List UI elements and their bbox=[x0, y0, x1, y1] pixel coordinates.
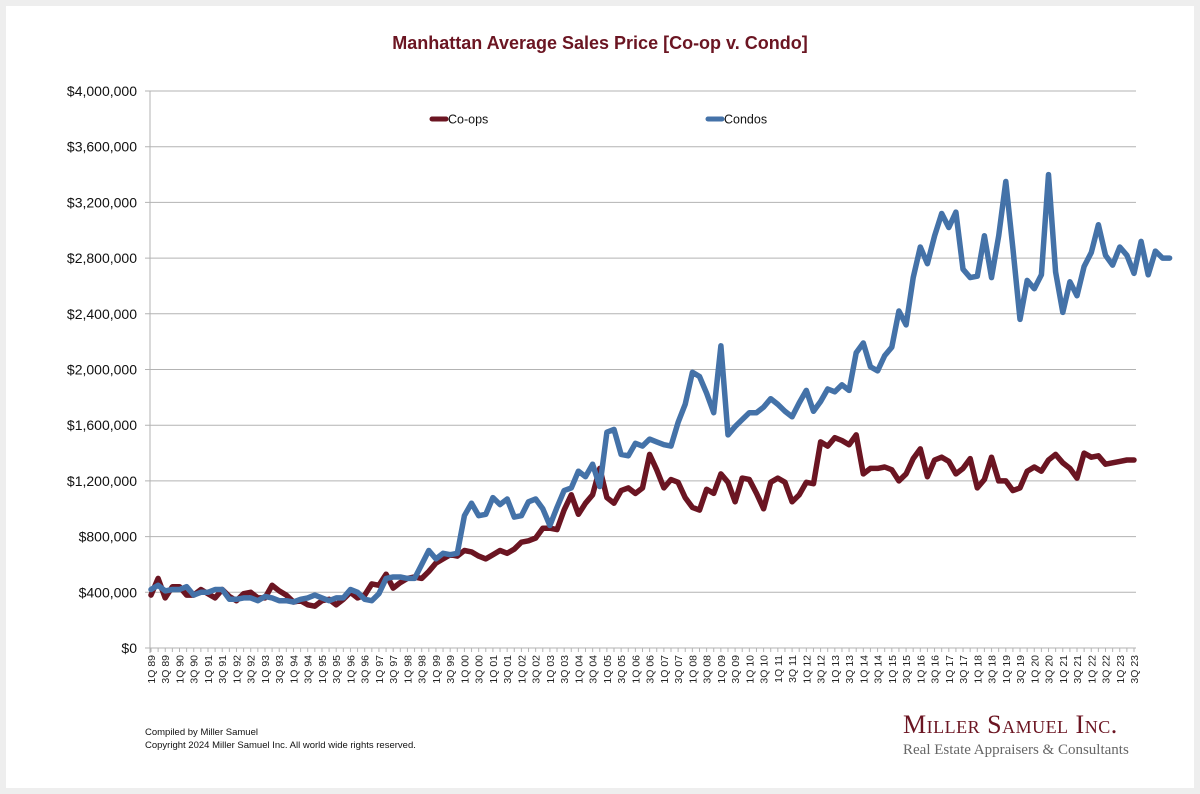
y-tick-label: $2,400,000 bbox=[67, 306, 137, 322]
y-tick-label: $1,200,000 bbox=[67, 473, 137, 489]
x-tick-label: 1Q 08 bbox=[687, 655, 699, 684]
footer: Compiled by Miller Samuel Copyright 2024… bbox=[145, 726, 416, 752]
x-tick-label: 1Q 97 bbox=[374, 655, 386, 684]
chart-panel bbox=[6, 6, 1194, 788]
x-tick-label: 1Q 15 bbox=[887, 655, 899, 684]
legend: Co-ops Condos bbox=[429, 113, 767, 127]
x-tick-label: 3Q 12 bbox=[816, 655, 828, 684]
x-tick-label: 1Q 91 bbox=[203, 655, 215, 684]
x-tick-label: 3Q 17 bbox=[958, 655, 970, 684]
x-tick-label: 1Q 89 bbox=[146, 655, 158, 684]
company-logo: Miller Samuel Inc. Real Estate Appraiser… bbox=[903, 710, 1143, 759]
x-tick-label: 3Q 05 bbox=[616, 655, 628, 684]
y-tick-label: $2,000,000 bbox=[67, 362, 137, 378]
x-tick-label: 1Q 14 bbox=[858, 655, 870, 684]
x-tick-label: 1Q 09 bbox=[716, 655, 728, 684]
x-tick-label: 1Q 05 bbox=[602, 655, 614, 684]
x-tick-label: 1Q 00 bbox=[459, 655, 471, 684]
x-tick-label: 1Q 01 bbox=[488, 655, 500, 684]
x-tick-label: 1Q 19 bbox=[1001, 655, 1013, 684]
x-tick-label: 1Q 20 bbox=[1029, 655, 1041, 684]
x-tick-label: 3Q 94 bbox=[303, 655, 315, 684]
x-tick-label: 1Q 18 bbox=[972, 655, 984, 684]
y-axis: $0 $400,000 $800,000 $1,200,000 $1,600,000 $2… bbox=[67, 83, 137, 656]
x-tick-label: 3Q 21 bbox=[1072, 655, 1084, 684]
x-tick-label: 1Q 98 bbox=[402, 655, 414, 684]
x-tick-label: 3Q 22 bbox=[1101, 655, 1113, 684]
x-tick-label: 1Q 10 bbox=[744, 655, 756, 684]
x-tick-label: 3Q 10 bbox=[759, 655, 771, 684]
x-tick-label: 3Q 04 bbox=[588, 655, 600, 684]
footer-compiled: Compiled by Miller Samuel bbox=[145, 727, 258, 738]
x-tick-label: 3Q 97 bbox=[388, 655, 400, 684]
y-tick-label: $3,200,000 bbox=[67, 194, 137, 210]
x-tick-label: 1Q 21 bbox=[1058, 655, 1070, 684]
x-tick-label: 3Q 92 bbox=[246, 655, 258, 684]
x-axis: 1Q 89 3Q 89 1Q 90 3Q 90 1Q 91 3Q 91 1Q 92 3Q 92… bbox=[146, 648, 1141, 684]
x-tick-label: 1Q 92 bbox=[231, 655, 243, 684]
x-tick-label: 3Q 91 bbox=[217, 655, 229, 684]
x-tick-label: 1Q 11 bbox=[773, 655, 785, 683]
gridlines bbox=[145, 90, 1136, 653]
legend-label: Condos bbox=[724, 113, 767, 127]
x-tick-label: 1Q 04 bbox=[573, 655, 585, 684]
series-lines bbox=[148, 171, 1173, 609]
x-tick-label: 3Q 90 bbox=[189, 655, 201, 684]
x-tick-label: 3Q 93 bbox=[274, 655, 286, 684]
x-tick-label: 3Q 15 bbox=[901, 655, 913, 684]
x-tick-label: 3Q 02 bbox=[531, 655, 543, 684]
x-tick-label: 1Q 23 bbox=[1115, 655, 1127, 684]
y-tick-label: $4,000,000 bbox=[67, 83, 137, 99]
series-line-co-ops bbox=[148, 432, 1137, 609]
logo-tagline: Real Estate Appraisers & Consultants bbox=[903, 742, 1129, 758]
x-tick-label: 1Q 95 bbox=[317, 655, 329, 684]
footer-copyright: Copyright 2024 Miller Samuel Inc. All wo… bbox=[145, 740, 416, 751]
x-tick-label: 1Q 90 bbox=[174, 655, 186, 684]
x-tick-label: 3Q 99 bbox=[445, 655, 457, 684]
x-tick-label: 1Q 06 bbox=[630, 655, 642, 684]
x-tick-label: 3Q 06 bbox=[645, 655, 657, 684]
x-tick-label: 3Q 23 bbox=[1129, 655, 1141, 684]
x-tick-label: 1Q 07 bbox=[659, 655, 671, 684]
series-line-condos bbox=[148, 171, 1173, 605]
x-tick-label: 3Q 11 bbox=[787, 655, 799, 683]
x-tick-label: 1Q 96 bbox=[345, 655, 357, 684]
y-tick-label: $1,600,000 bbox=[67, 417, 137, 433]
x-tick-label: 3Q 20 bbox=[1044, 655, 1056, 684]
x-tick-label: 3Q 00 bbox=[474, 655, 486, 684]
x-tick-label: 1Q 02 bbox=[516, 655, 528, 684]
x-tick-label: 3Q 98 bbox=[417, 655, 429, 684]
x-tick-label: 1Q 94 bbox=[288, 655, 300, 684]
y-tick-label: $2,800,000 bbox=[67, 250, 137, 266]
x-tick-label: 1Q 03 bbox=[545, 655, 557, 684]
x-tick-label: 3Q 01 bbox=[502, 655, 514, 684]
x-tick-label: 3Q 19 bbox=[1015, 655, 1027, 684]
chart-title: Manhattan Average Sales Price [Co-op v. … bbox=[392, 33, 808, 53]
x-tick-label: 3Q 16 bbox=[930, 655, 942, 684]
x-tick-label: 3Q 09 bbox=[730, 655, 742, 684]
legend-label: Co-ops bbox=[448, 113, 488, 127]
x-tick-label: 3Q 95 bbox=[331, 655, 343, 684]
x-tick-label: 3Q 18 bbox=[987, 655, 999, 684]
x-tick-label: 1Q 16 bbox=[915, 655, 927, 684]
x-tick-label: 3Q 08 bbox=[702, 655, 714, 684]
x-tick-label: 1Q 17 bbox=[944, 655, 956, 684]
x-tick-label: 1Q 22 bbox=[1086, 655, 1098, 684]
x-tick-label: 1Q 12 bbox=[801, 655, 813, 684]
x-tick-label: 3Q 03 bbox=[559, 655, 571, 684]
y-tick-label: $800,000 bbox=[79, 529, 138, 545]
y-tick-label: $400,000 bbox=[79, 584, 138, 600]
x-tick-label: 3Q 89 bbox=[160, 655, 172, 684]
y-tick-label: $3,600,000 bbox=[67, 139, 137, 155]
x-tick-label: 1Q 13 bbox=[830, 655, 842, 684]
x-tick-label: 3Q 96 bbox=[360, 655, 372, 684]
x-tick-label: 3Q 14 bbox=[873, 655, 885, 684]
logo-name: Miller Samuel Inc. bbox=[903, 710, 1118, 739]
x-tick-label: 3Q 13 bbox=[844, 655, 856, 684]
x-tick-label: 1Q 93 bbox=[260, 655, 272, 684]
x-tick-label: 1Q 99 bbox=[431, 655, 443, 684]
x-tick-label: 3Q 07 bbox=[673, 655, 685, 684]
y-tick-label: $0 bbox=[121, 640, 137, 656]
